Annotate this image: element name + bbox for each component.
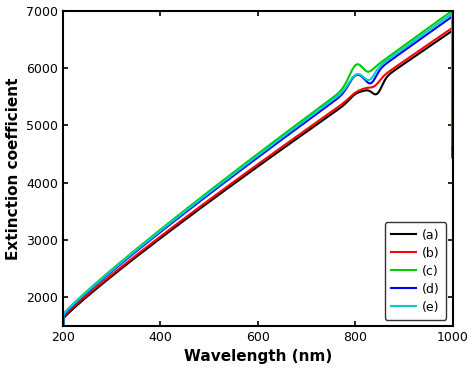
(e): [356, 72, 361, 77]
(c): [60, 344, 66, 349]
(b): [308, 124, 314, 128]
Legend: (a), (b), (c), (d), (e): (a), (b), (c), (d), (e): [385, 222, 446, 320]
Line: (c): (c): [63, 11, 453, 347]
(b): [60, 347, 66, 351]
(d): [286, 132, 292, 136]
(e): [449, 11, 455, 16]
(c): [84, 289, 90, 293]
(e): [297, 122, 302, 127]
(b): [84, 293, 90, 297]
(b): [395, 63, 401, 67]
(a): [450, 156, 456, 160]
(d): [60, 345, 66, 350]
(a): [308, 126, 314, 131]
(a): [84, 295, 90, 299]
(d): [297, 124, 302, 129]
(d): [84, 290, 90, 295]
(e): [450, 144, 456, 149]
(d): [395, 53, 401, 57]
(a): [356, 90, 361, 95]
(a): [297, 135, 302, 139]
(e): [286, 130, 292, 134]
(e): [308, 114, 314, 118]
(b): [286, 139, 292, 144]
(e): [395, 50, 401, 54]
(b): [450, 154, 456, 158]
Line: (d): (d): [63, 17, 453, 347]
(a): [60, 347, 66, 352]
(c): [356, 62, 361, 67]
(d): [450, 146, 456, 151]
(b): [449, 26, 455, 30]
(b): [297, 132, 302, 137]
Line: (e): (e): [63, 14, 453, 347]
(e): [84, 290, 90, 294]
(a): [395, 65, 401, 70]
Line: (a): (a): [63, 31, 453, 350]
(d): [356, 73, 361, 77]
(d): [308, 116, 314, 120]
(c): [449, 9, 455, 13]
(a): [286, 142, 292, 146]
(c): [286, 128, 292, 132]
(c): [297, 120, 302, 125]
(c): [395, 47, 401, 52]
(c): [308, 112, 314, 116]
X-axis label: Wavelength (nm): Wavelength (nm): [183, 349, 332, 364]
(a): [449, 29, 455, 33]
(c): [450, 142, 456, 147]
Y-axis label: Extinction coefficient: Extinction coefficient: [6, 77, 20, 259]
(d): [449, 14, 455, 19]
(b): [356, 89, 361, 93]
(e): [60, 345, 66, 349]
Line: (b): (b): [63, 28, 453, 349]
